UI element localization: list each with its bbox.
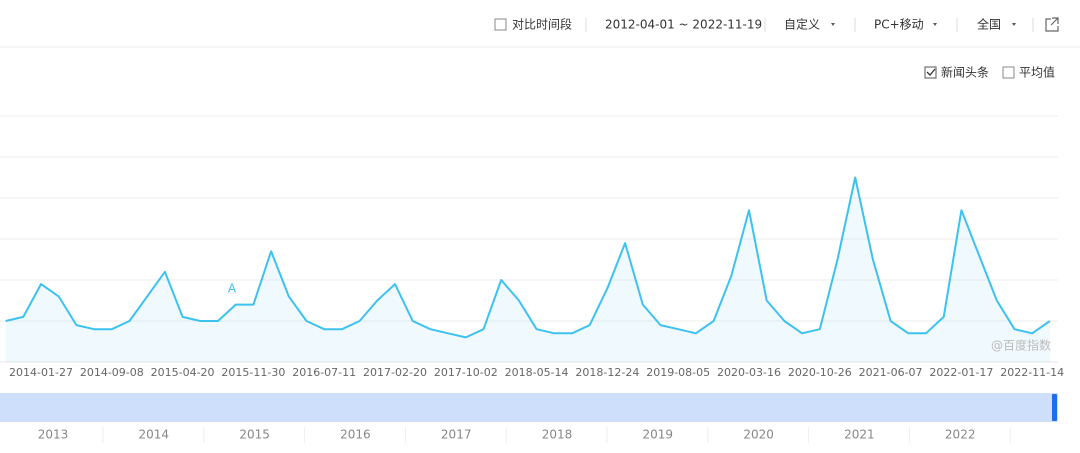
custom-select[interactable]: 自定义 — [784, 17, 820, 32]
x-tick-label: 2020-03-16 — [717, 366, 781, 379]
compare-label[interactable]: 对比时间段 — [512, 17, 572, 32]
x-tick-label: 2020-10-26 — [788, 366, 852, 379]
navigator-year: 2013 — [38, 428, 69, 442]
checkmark — [926, 68, 936, 76]
area — [5, 177, 1050, 362]
navigator-year: 2019 — [643, 428, 674, 442]
x-tick-label: 2022-11-14 — [1000, 366, 1064, 379]
navigator-year: 2015 — [239, 428, 270, 442]
x-tick-label: 2018-05-14 — [505, 366, 569, 379]
navigator-year: 2021 — [844, 428, 875, 442]
navigator-range[interactable] — [0, 393, 1058, 422]
x-tick-label: 2021-06-07 — [859, 366, 923, 379]
navigator-year: 2022 — [945, 428, 976, 442]
dropdown-arrow — [1012, 23, 1016, 26]
navigator-year: 2014 — [139, 428, 170, 442]
legend-average[interactable]: 平均值 — [1019, 65, 1055, 80]
x-tick-label: 2017-02-20 — [363, 366, 427, 379]
dropdown-arrow — [933, 23, 937, 26]
x-tick-label: 2014-09-08 — [80, 366, 144, 379]
x-tick-label: 2017-10-02 — [434, 366, 498, 379]
x-tick-label: 2015-04-20 — [151, 366, 215, 379]
news-marker: A — [228, 282, 237, 296]
average-checkbox[interactable] — [1002, 66, 1015, 79]
x-tick-label: 2014-01-27 — [9, 366, 73, 379]
line — [5, 176, 1051, 339]
news-checkbox[interactable] — [924, 66, 937, 79]
legend-news[interactable]: 新闻头条 — [941, 65, 989, 80]
device-select[interactable]: PC+移动 — [874, 18, 924, 32]
x-tick-label: 2022-01-17 — [929, 366, 993, 379]
region-select[interactable]: 全国 — [977, 17, 1001, 32]
navigator-year: 2020 — [743, 428, 774, 442]
x-tick-label: 2019-08-05 — [646, 366, 710, 379]
navigator-year: 2017 — [441, 428, 472, 442]
date-range[interactable]: 2012-04-01 ~ 2022-11-19 — [605, 18, 762, 32]
navigator-handle[interactable] — [1052, 394, 1057, 421]
navigator-year: 2016 — [340, 428, 371, 442]
dropdown-arrow — [831, 23, 835, 26]
compare-checkbox[interactable] — [494, 18, 507, 31]
export-icon[interactable] — [1045, 17, 1059, 32]
watermark: @百度指数 — [991, 338, 1051, 353]
x-tick-label: 2015-11-30 — [221, 366, 285, 379]
x-tick-label: 2016-07-11 — [292, 366, 356, 379]
x-tick-label: 2018-12-24 — [575, 366, 639, 379]
navigator-year: 2018 — [542, 428, 573, 442]
